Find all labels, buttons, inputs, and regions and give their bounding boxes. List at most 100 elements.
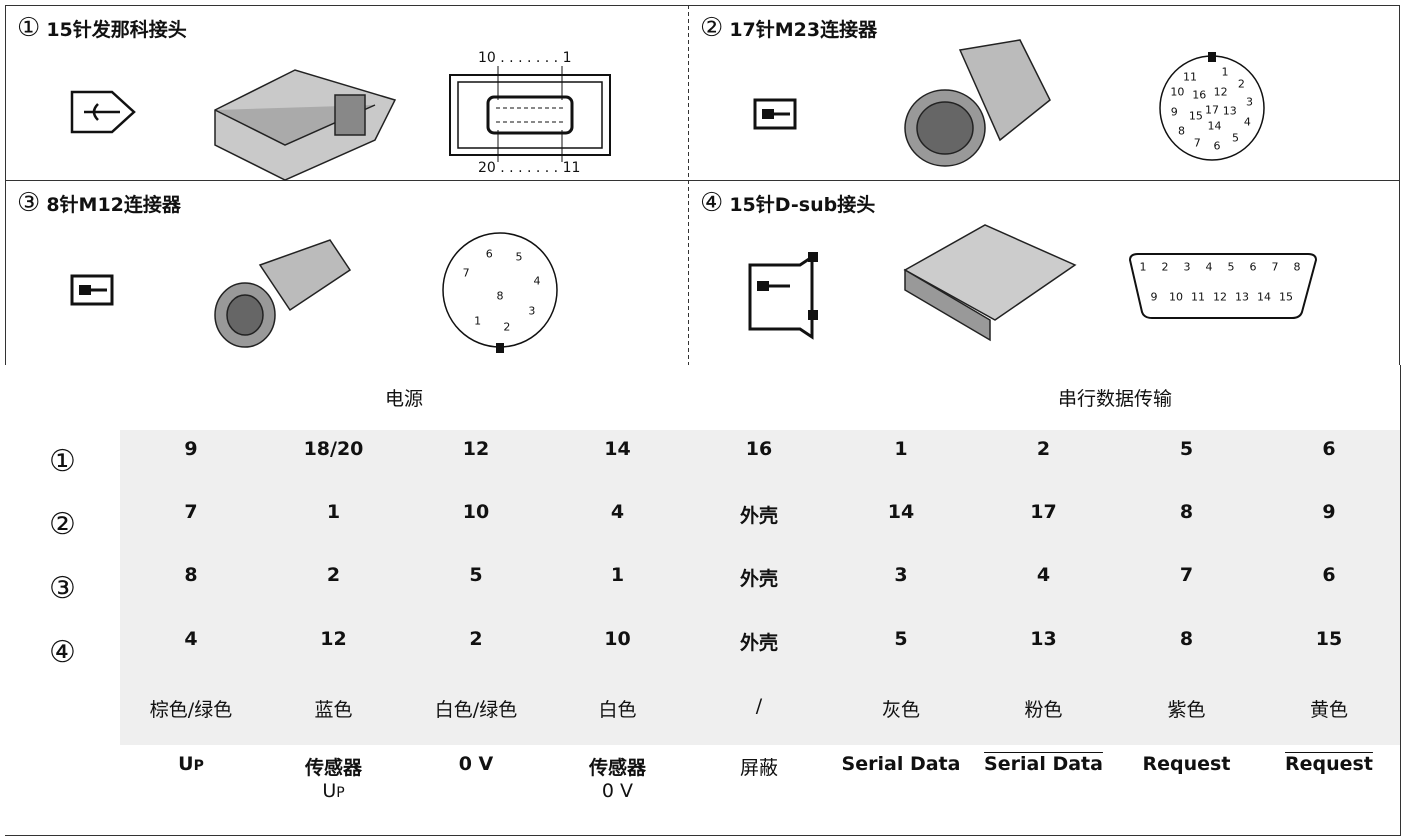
pin-number: 8 xyxy=(1178,124,1186,138)
signal-main: Serial Data xyxy=(841,753,961,775)
signal-name: 0 V xyxy=(459,753,494,775)
panel-title-text: 8针M12连接器 xyxy=(46,193,181,216)
pin-cell: 8 xyxy=(120,556,263,621)
pin-cell: 1 xyxy=(830,430,973,494)
pin-number: 12 xyxy=(1213,290,1227,304)
wire-color: 白色 xyxy=(547,685,689,746)
pin-cell: 5 xyxy=(405,556,548,621)
pin-number: 14 xyxy=(1257,290,1271,304)
pin-number: 8 xyxy=(1293,260,1301,274)
pin-number: 15 xyxy=(1188,109,1203,123)
panel-number: ② xyxy=(700,13,724,43)
signal: 传感器 0 V xyxy=(547,745,689,836)
pin-number: 8 xyxy=(496,289,504,303)
pin-cell: 15 xyxy=(1258,620,1401,686)
pin-number: 4 xyxy=(1205,260,1213,274)
pin-number: 2 xyxy=(1237,77,1245,91)
panel-number: ③ xyxy=(17,188,41,218)
pin-number: 10 xyxy=(1170,85,1185,99)
signal: Request xyxy=(1258,745,1401,836)
pin-cell: 17 xyxy=(972,493,1116,557)
pin-number: 6 xyxy=(1213,139,1221,153)
pin-number: 3 xyxy=(1246,95,1254,109)
signal-name: Serial Data xyxy=(984,753,1103,775)
wire-color: 蓝色 xyxy=(262,685,406,746)
signal-name: 传感器 xyxy=(589,753,646,780)
pin-number: 12 xyxy=(1213,85,1228,99)
pin-cell: 16 xyxy=(688,430,831,494)
wire-color: 灰色 xyxy=(830,685,973,746)
pin-cell: 14 xyxy=(830,493,973,557)
pin-cell: 5 xyxy=(1115,430,1259,494)
group-header: 串行数据传输 xyxy=(830,365,1401,431)
pin-cell: 7 xyxy=(120,493,263,557)
pin-cell: 13 xyxy=(972,620,1116,686)
pin-number: 1 xyxy=(1139,260,1147,274)
pin-cell: 外壳 xyxy=(688,556,831,621)
pin-number: 3 xyxy=(1183,260,1191,274)
row-label: ① xyxy=(5,430,121,494)
signal-main: 0 V xyxy=(458,753,494,775)
panel-title-text: 15针D-sub接头 xyxy=(729,193,876,216)
panel-title: ② 17针M23连接器 xyxy=(700,13,877,43)
pin-number: 1 xyxy=(474,314,482,328)
pin-number: 13 xyxy=(1222,104,1237,118)
row-label: ② xyxy=(5,493,121,557)
row-label: ④ xyxy=(5,620,121,686)
pin-number: 2 xyxy=(1161,260,1169,274)
signal: 0 V xyxy=(405,745,548,836)
signal: 传感器 UP xyxy=(262,745,406,836)
pin-number: 9 xyxy=(1150,290,1158,304)
pin-cell: 2 xyxy=(405,620,548,686)
pin-number: 6 xyxy=(1249,260,1257,274)
signal-main: 传感器 xyxy=(304,757,362,779)
panel-title: ③ 8针M12连接器 xyxy=(17,188,181,218)
signal-main: Serial Data xyxy=(984,753,1103,775)
cell xyxy=(688,365,831,431)
pin-number: 1 xyxy=(1221,65,1229,79)
pin-cell: 10 xyxy=(405,493,548,557)
wire-color: 紫色 xyxy=(1115,685,1259,746)
pin-cell: 1 xyxy=(547,556,689,621)
pin-cell: 8 xyxy=(1115,620,1259,686)
pin-number: 16 xyxy=(1192,88,1207,102)
signal-name: Request xyxy=(1143,753,1231,775)
signal-name: 传感器 xyxy=(305,753,362,780)
signal-name: Serial Data xyxy=(842,753,961,775)
pin-number: 13 xyxy=(1235,290,1249,304)
panel-title: ④ 15针D-sub接头 xyxy=(700,188,875,218)
wire-color: 白色/绿色 xyxy=(405,685,548,746)
panel-number: ④ xyxy=(700,188,724,218)
signal-sub: P xyxy=(193,758,204,774)
signal-second: UP xyxy=(322,780,344,802)
group-header: 电源 xyxy=(120,365,689,431)
signal-second: 0 V xyxy=(602,780,633,802)
wire-color: 粉色 xyxy=(972,685,1116,746)
pin-number: 10 xyxy=(1169,290,1183,304)
pin-cell: 10 xyxy=(547,620,689,686)
pin-number: 5 xyxy=(1227,260,1235,274)
pin-number: 7 xyxy=(462,266,470,280)
pin-number: 2 xyxy=(503,320,511,334)
panel-number: ① xyxy=(17,13,41,43)
pin-cell: 外壳 xyxy=(688,493,831,557)
pin-label: 10 . . . . . . . 1 xyxy=(478,50,572,66)
pin-cell: 7 xyxy=(1115,556,1259,621)
pin-number: 7 xyxy=(1271,260,1279,274)
pin-cell: 8 xyxy=(1115,493,1259,557)
pin-cell: 2 xyxy=(262,556,406,621)
panel-title-text: 17针M23连接器 xyxy=(729,18,878,41)
pin-cell: 4 xyxy=(120,620,263,686)
signal: Serial Data xyxy=(830,745,973,836)
pin-number: 5 xyxy=(515,250,523,264)
pin-number: 9 xyxy=(1170,105,1178,119)
signal-main: 传感器 xyxy=(588,757,646,779)
signal-text: 屏蔽 xyxy=(739,757,778,779)
pin-number: 11 xyxy=(1183,70,1198,84)
signal: UP xyxy=(120,745,263,836)
pin-number: 7 xyxy=(1193,136,1201,150)
signal: Request xyxy=(1115,745,1259,836)
pin-cell: 3 xyxy=(830,556,973,621)
pin-number: 17 xyxy=(1205,103,1219,117)
